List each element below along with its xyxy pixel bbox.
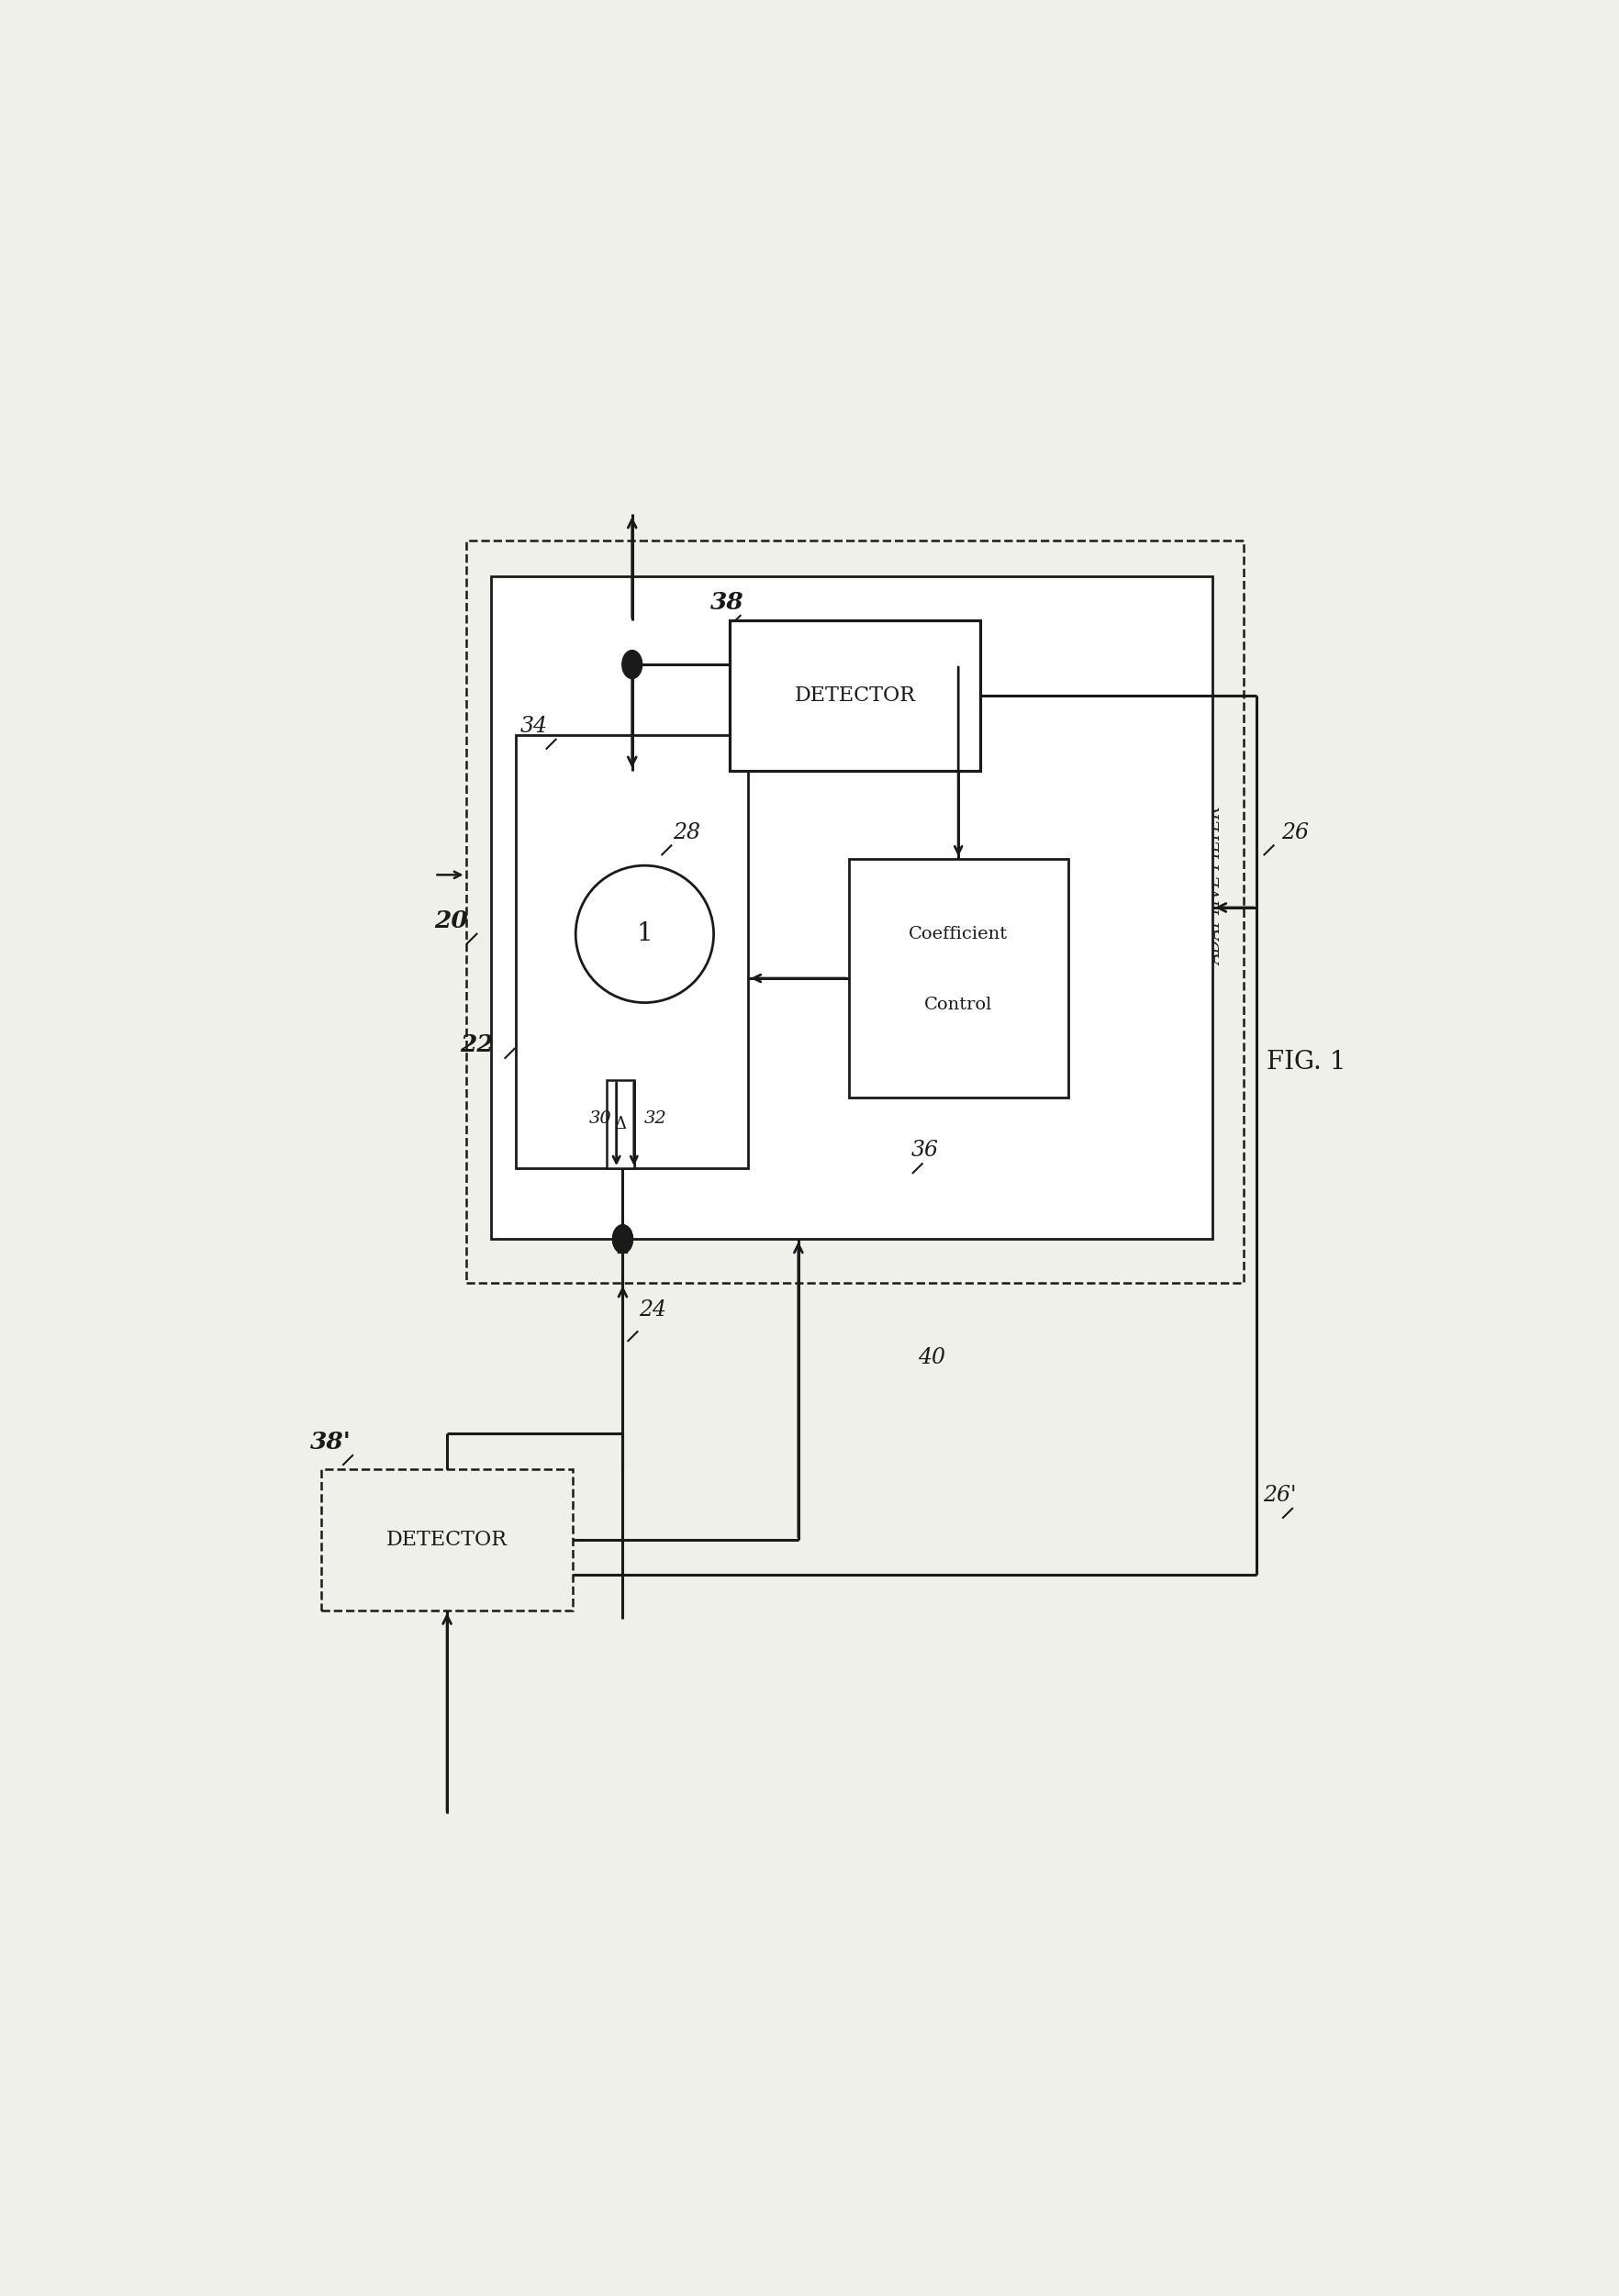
Circle shape <box>622 650 643 680</box>
Bar <box>607 1079 635 1169</box>
Text: DETECTOR: DETECTOR <box>387 1529 508 1550</box>
Bar <box>322 1469 573 1609</box>
Text: 30: 30 <box>589 1111 612 1127</box>
Text: 40: 40 <box>918 1348 945 1368</box>
Bar <box>848 859 1069 1097</box>
Bar <box>466 542 1243 1283</box>
Circle shape <box>612 1224 633 1254</box>
Text: FIG. 1: FIG. 1 <box>1266 1049 1347 1075</box>
Text: 1: 1 <box>636 921 652 946</box>
Text: 26: 26 <box>1282 822 1310 843</box>
Text: ADAPTIVE FILTER: ADAPTIVE FILTER <box>1208 806 1226 964</box>
Bar <box>729 620 981 771</box>
Text: 20: 20 <box>434 909 468 932</box>
Text: DETECTOR: DETECTOR <box>795 684 915 705</box>
Bar <box>516 735 748 1169</box>
Text: 24: 24 <box>640 1300 667 1320</box>
Text: 32: 32 <box>644 1111 667 1127</box>
Circle shape <box>612 1224 633 1254</box>
Text: Coefficient: Coefficient <box>908 925 1009 941</box>
Text: Δ: Δ <box>614 1116 627 1132</box>
Text: 38': 38' <box>311 1430 351 1453</box>
Text: 22: 22 <box>460 1033 494 1056</box>
Text: Control: Control <box>924 996 992 1013</box>
Text: 38: 38 <box>711 590 745 613</box>
Text: 28: 28 <box>674 822 701 843</box>
Text: 26': 26' <box>1263 1486 1297 1506</box>
Bar <box>491 576 1213 1240</box>
Text: 36: 36 <box>911 1141 939 1162</box>
Text: 34: 34 <box>520 716 547 737</box>
